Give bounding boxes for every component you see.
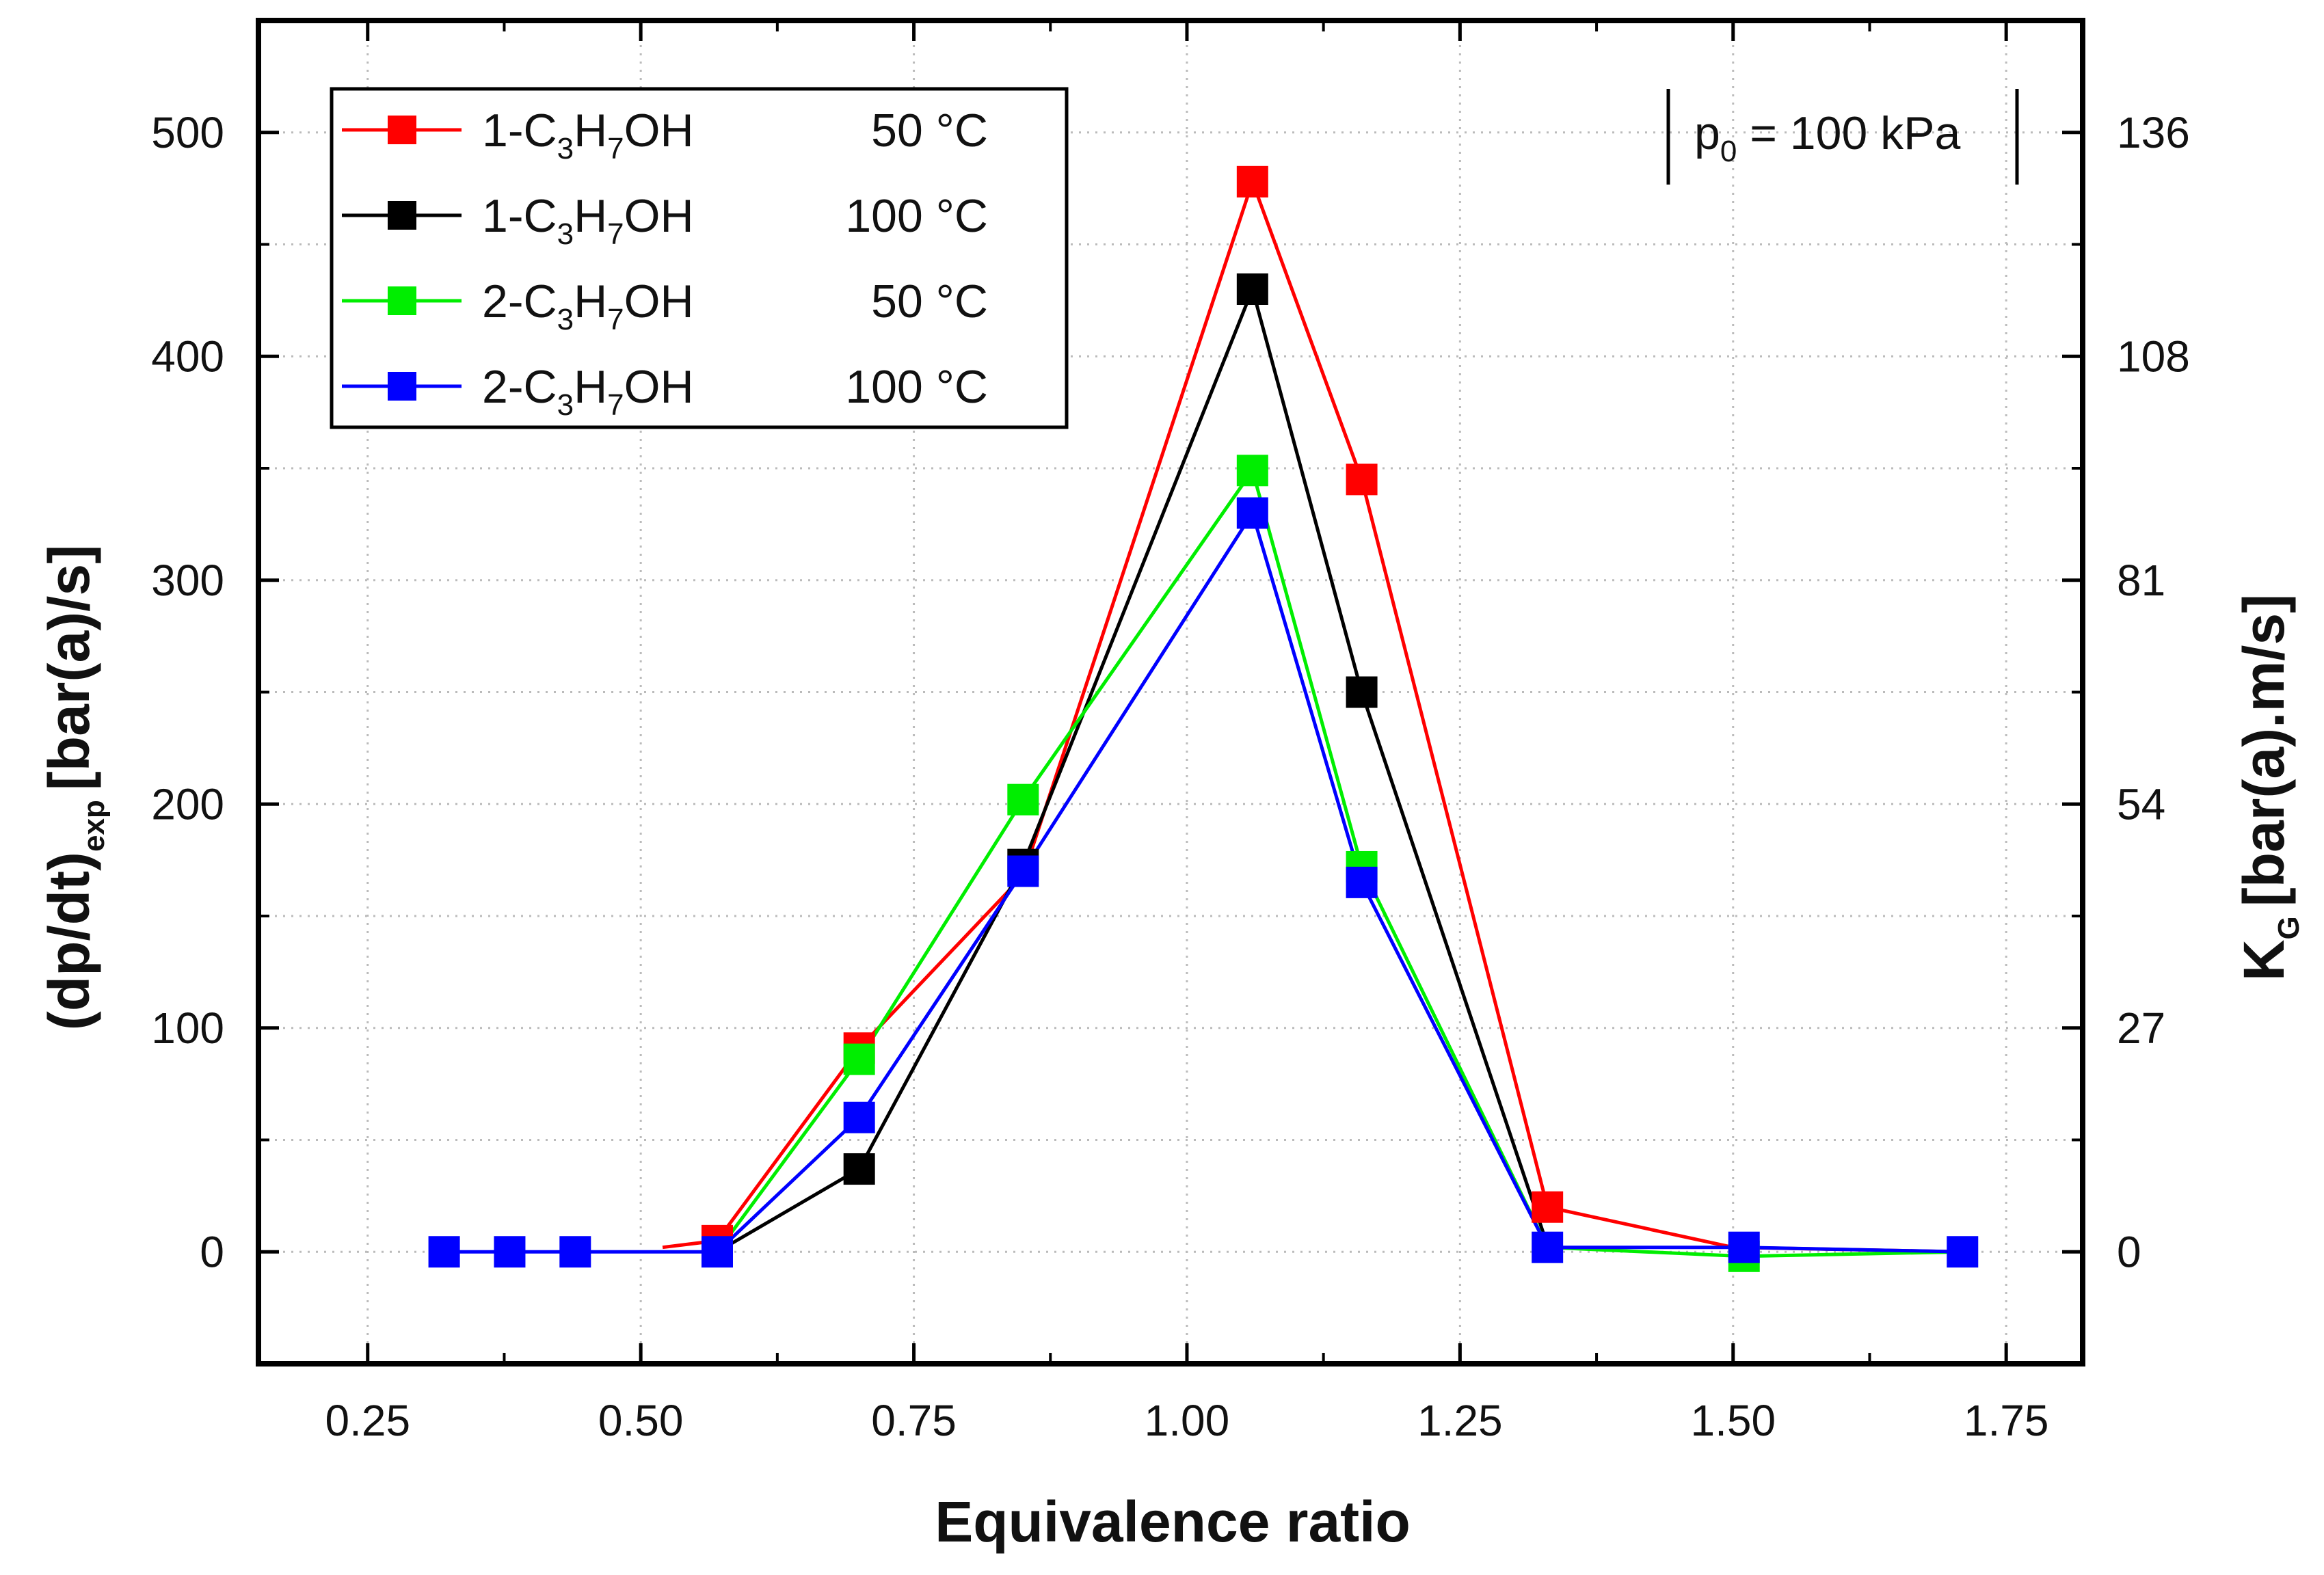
data-point	[1236, 455, 1268, 487]
series-line-2	[715, 466, 1963, 1258]
y-tick-label: 500	[151, 108, 224, 157]
y2-tick-label: 136	[2117, 108, 2190, 157]
legend-label: 2-C3H7OH	[482, 275, 694, 336]
y-axis-title: (dp/dt)exp [bar(a)/s]	[37, 545, 111, 1030]
legend-temperature: 100 °C	[845, 190, 988, 242]
data-point	[1236, 497, 1268, 529]
data-point	[1236, 165, 1268, 198]
y-tick-label: 0	[200, 1227, 224, 1276]
x-tick-label: 1.50	[1690, 1396, 1776, 1445]
y-tick-label: 400	[151, 332, 224, 381]
y-axis-title-unit: [bar(a)/s]	[37, 545, 101, 790]
y-tick-label: 200	[151, 779, 224, 829]
y2-axis-title-unit: [bar(a).m/s]	[2232, 594, 2296, 906]
x-tick-label: 1.25	[1417, 1396, 1503, 1445]
legend-marker	[388, 116, 416, 144]
data-point	[843, 1043, 875, 1075]
annotation-prefix: p	[1694, 107, 1720, 159]
y2-tick-label: 0	[2117, 1227, 2141, 1276]
data-point	[843, 1153, 875, 1185]
x-tick-label: 1.00	[1145, 1396, 1230, 1445]
data-point	[1532, 1191, 1564, 1223]
legend-label: 1-C3H7OH	[482, 105, 694, 165]
data-point	[1007, 855, 1039, 887]
data-point	[428, 1236, 460, 1268]
series-line-1	[716, 284, 1549, 1254]
y2-tick-label: 27	[2117, 1004, 2165, 1053]
legend-marker	[388, 286, 416, 315]
legend-temperature: 100 °C	[845, 361, 988, 413]
x-tick-label: 0.50	[598, 1396, 684, 1445]
data-point	[559, 1236, 591, 1268]
pressure-annotation: p0 = 100 kPa	[1666, 89, 2019, 185]
legend-label: 2-C3H7OH	[482, 361, 694, 422]
y-axis-title-main: (dp/dt)	[37, 852, 101, 1030]
axis-ticks	[258, 21, 2083, 1364]
legend-marker	[388, 201, 416, 230]
data-point	[1947, 1236, 1979, 1268]
x-tick-label: 0.25	[325, 1396, 410, 1445]
y2-axis-title-main: K	[2232, 939, 2296, 981]
annotation-sub: 0	[1720, 135, 1737, 168]
data-point	[843, 1101, 875, 1133]
legend-temperature: 50 °C	[871, 105, 988, 157]
y2-tick-label: 108	[2117, 332, 2190, 381]
y-axis-title-sub: exp	[77, 800, 111, 852]
y2-axis-title: KG [bar(a).m/s]	[2232, 594, 2306, 981]
data-point	[494, 1236, 526, 1268]
legend-label: 1-C3H7OH	[482, 190, 694, 251]
y2-tick-label: 54	[2117, 779, 2165, 829]
data-point	[1728, 1231, 1760, 1263]
data-point	[1346, 866, 1378, 898]
series-markers	[428, 165, 1979, 1272]
svg-text:p0 = 100 kPa: p0 = 100 kPa	[1694, 107, 1961, 168]
legend-temperature: 50 °C	[871, 275, 988, 327]
data-point	[1007, 783, 1039, 816]
legend-marker	[388, 372, 416, 401]
y2-axis-title-sub: G	[2272, 916, 2306, 939]
x-tick-label: 0.75	[871, 1396, 957, 1445]
x-axis-title: Equivalence ratio	[935, 1490, 1411, 1554]
data-point	[701, 1236, 733, 1268]
data-point	[1236, 273, 1268, 305]
legend: 1-C3H7OH 50 °C 1-C3H7OH 100 °C 2-C3H7OH 50 °C…	[330, 87, 1069, 429]
legend-items: 1-C3H7OH 50 °C 1-C3H7OH 100 °C 2-C3H7OH 50 °C…	[342, 105, 988, 422]
y-tick-label: 100	[151, 1004, 224, 1053]
tick-labels: 0.25 0.50 0.75 1.00 1.25 1.50 1.75 0 0 100 27 200 54…	[151, 108, 2190, 1445]
data-point	[1346, 463, 1378, 496]
x-tick-label: 1.75	[1964, 1396, 2049, 1445]
data-point	[1346, 676, 1378, 708]
y-tick-label: 300	[151, 556, 224, 605]
annotation-suffix: = 100 kPa	[1737, 107, 1960, 159]
data-point	[1532, 1231, 1564, 1263]
series-line-3	[444, 509, 1963, 1254]
legend-box	[330, 87, 1069, 429]
y2-tick-label: 81	[2117, 556, 2165, 605]
